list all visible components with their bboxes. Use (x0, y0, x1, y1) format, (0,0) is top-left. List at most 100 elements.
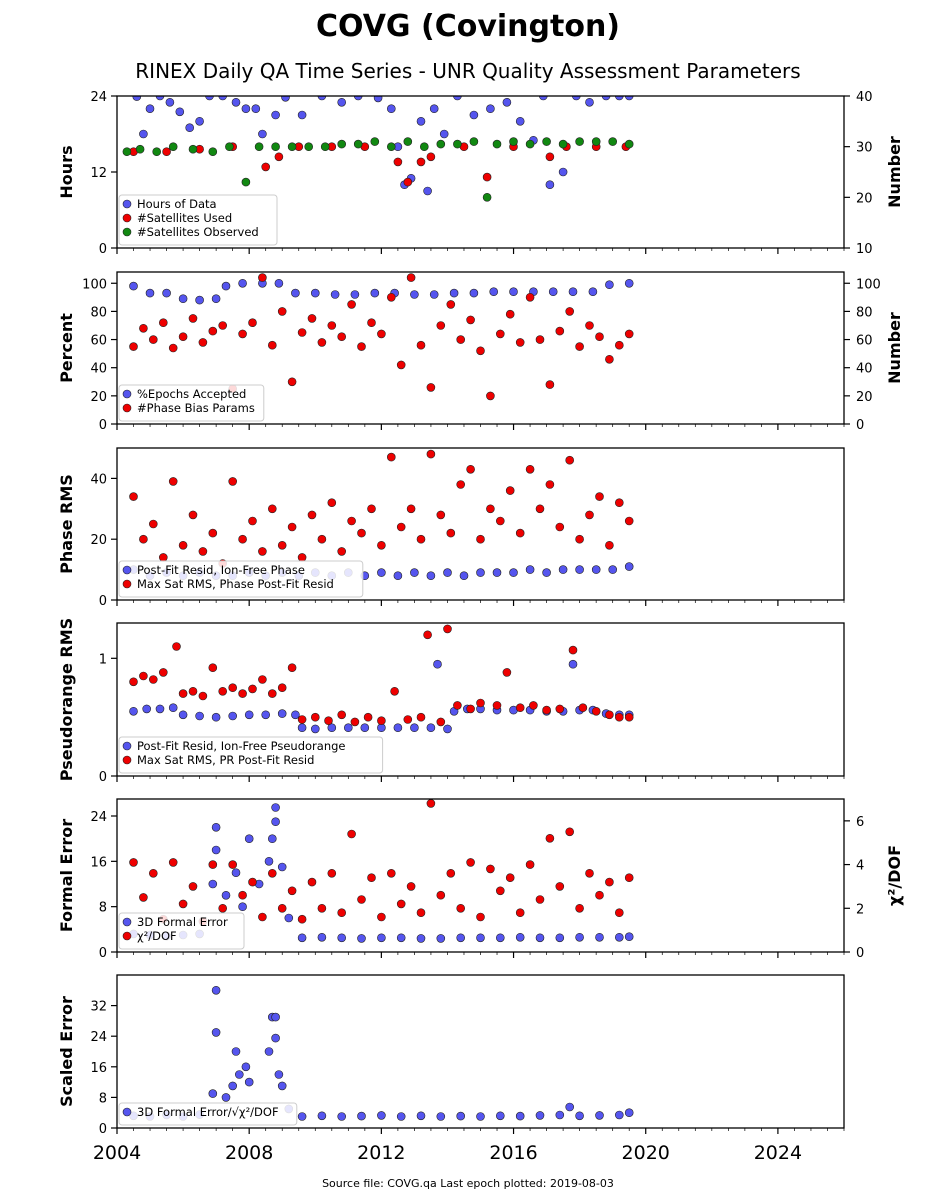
legend-label: #Phase Bias Params (137, 401, 255, 415)
data-point-s2 (168, 343, 178, 353)
data-point-s2 (307, 877, 317, 887)
data-point-s1 (423, 186, 432, 196)
data-point-s1 (211, 985, 221, 995)
data-point-s2 (595, 492, 604, 501)
y-axis-label: Formal Error (57, 819, 76, 932)
data-point-s1 (377, 1111, 386, 1120)
data-point-s1 (241, 104, 251, 113)
y-tick-label: 60 (90, 334, 107, 349)
data-point-s2 (482, 172, 492, 182)
data-point-s2 (377, 540, 386, 550)
data-point-s3 (469, 137, 479, 146)
data-point-s1 (396, 933, 406, 943)
data-point-s3 (436, 139, 446, 149)
data-point-s1 (489, 287, 499, 297)
data-point-s1 (327, 723, 337, 733)
data-point-s2 (565, 307, 575, 316)
data-point-s2 (218, 903, 227, 913)
data-point-s2 (555, 882, 565, 891)
y2-tick-label: 40 (856, 362, 873, 377)
data-point-s2 (277, 903, 287, 913)
y-tick-label: 32 (90, 1000, 107, 1015)
legend-marker (122, 565, 132, 575)
data-point-s2 (456, 903, 466, 913)
data-point-s2 (542, 705, 551, 715)
data-point-s2 (535, 895, 545, 904)
data-point-s2 (614, 712, 624, 722)
data-point-s2 (585, 510, 594, 520)
data-point-s2 (396, 360, 406, 370)
data-point-s1 (545, 180, 555, 189)
data-point-s2 (515, 703, 525, 713)
data-point-s1 (624, 1108, 634, 1117)
data-point-s1 (297, 933, 307, 943)
data-point-s2 (403, 715, 413, 724)
data-point-s2 (624, 873, 634, 883)
data-point-s2 (555, 522, 565, 532)
data-point-s1 (297, 723, 307, 733)
data-point-s2 (436, 717, 446, 727)
data-point-s2 (614, 340, 624, 350)
data-point-s2 (568, 645, 578, 655)
data-point-s1 (211, 1028, 221, 1037)
data-point-s1 (585, 98, 594, 107)
data-point-s2 (238, 329, 247, 339)
panel-points (129, 273, 634, 401)
data-point-s1 (185, 123, 194, 132)
data-point-s2 (258, 912, 267, 922)
data-point-s3 (453, 139, 462, 149)
data-point-s2 (297, 914, 307, 924)
data-point-s2 (274, 152, 284, 162)
data-point-s2 (386, 868, 396, 878)
legend-marker (122, 213, 132, 223)
data-point-s3 (403, 137, 413, 146)
panel-points (129, 624, 634, 734)
data-point-s1 (155, 704, 165, 714)
data-point-s1 (624, 96, 634, 101)
data-point-s1 (129, 706, 138, 716)
data-point-s2 (436, 321, 446, 330)
data-point-s3 (525, 139, 535, 149)
data-point-s2 (555, 704, 565, 714)
data-point-s3 (370, 137, 380, 146)
y2-tick-label: 4 (856, 859, 864, 874)
y-tick-label: 0 (99, 770, 107, 785)
data-point-s2 (228, 860, 237, 869)
data-point-s1 (373, 96, 383, 103)
data-point-s1 (264, 856, 274, 866)
legend-box (118, 384, 265, 422)
data-point-s2 (565, 455, 575, 465)
data-point-s1 (595, 1111, 604, 1120)
data-point-s2 (624, 712, 634, 722)
data-point-s2 (624, 329, 634, 339)
data-point-s2 (310, 712, 320, 722)
data-point-s3 (287, 142, 297, 151)
data-point-s1 (515, 1111, 525, 1121)
data-point-s2 (423, 630, 432, 640)
data-point-s3 (241, 177, 251, 187)
data-point-s1 (264, 1047, 274, 1056)
data-point-s2 (238, 890, 247, 900)
legend-box (118, 194, 278, 246)
data-point-s2 (261, 162, 271, 172)
data-point-s2 (287, 377, 297, 387)
data-point-s2 (565, 827, 575, 837)
data-point-s2 (456, 480, 466, 489)
data-point-s1 (558, 167, 568, 177)
data-point-s1 (469, 110, 479, 120)
y2-tick-label: 0 (856, 946, 864, 961)
data-point-s2 (535, 335, 545, 344)
data-point-s2 (575, 342, 584, 351)
data-point-s2 (188, 882, 198, 891)
data-point-s1 (615, 96, 624, 101)
data-point-s1 (228, 711, 237, 721)
data-point-s2 (605, 354, 614, 364)
legend-box (118, 736, 384, 774)
data-point-s1 (492, 568, 502, 577)
data-point-s1 (575, 932, 584, 942)
data-point-s1 (459, 571, 469, 581)
y-tick-label: 1 (99, 652, 107, 667)
y-tick-label: 80 (90, 305, 107, 320)
data-point-s1 (426, 723, 436, 733)
data-point-s2 (363, 712, 373, 722)
